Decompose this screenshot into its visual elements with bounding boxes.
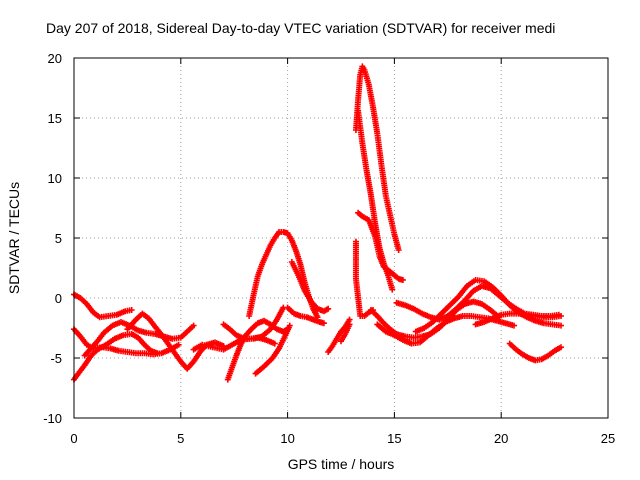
x-axis-label: GPS time / hours: [288, 456, 395, 472]
y-tick-label: -10: [43, 411, 62, 426]
data-point: [190, 322, 197, 329]
x-tick-label: 5: [177, 431, 184, 446]
chart-title: Day 207 of 2018, Sidereal Day-to-day VTE…: [46, 20, 555, 36]
data-point: [128, 307, 135, 313]
data-point: [320, 320, 327, 327]
data-point: [325, 305, 332, 312]
series-track-8: [220, 304, 287, 342]
x-tick-label: 10: [280, 431, 294, 446]
axis-ticks: 0 5 10 15 20 25 -10 -5 0 5 10 15 20: [43, 51, 615, 446]
series-track-23: [472, 310, 565, 328]
y-tick-label: -5: [50, 351, 62, 366]
data-point: [511, 322, 518, 329]
data-point: [558, 322, 565, 329]
grid: [74, 58, 608, 418]
series-track-15: [352, 63, 402, 253]
series-track-17: [355, 209, 406, 283]
data-point: [389, 286, 396, 293]
data-marks: [71, 63, 565, 383]
data-point: [395, 247, 402, 253]
series-track-9: [246, 229, 321, 321]
series-track-11: [288, 259, 332, 315]
y-tick-label: 5: [55, 231, 62, 246]
series-track-13: [325, 316, 353, 355]
x-tick-label: 25: [601, 431, 615, 446]
x-tick-label: 0: [70, 431, 77, 446]
series-track-12: [284, 304, 327, 327]
data-point: [558, 344, 565, 351]
series-track-24: [506, 340, 565, 364]
data-point: [399, 277, 406, 283]
plot-frame: [73, 57, 609, 419]
x-tick-label: 15: [387, 431, 401, 446]
data-point: [175, 341, 182, 348]
y-axis-label: SDTVAR / TECUs: [6, 182, 22, 294]
x-tick-label: 20: [494, 431, 508, 446]
series-track-10: [252, 322, 293, 377]
series-track-4: [81, 319, 197, 359]
series-track-3: [71, 326, 182, 358]
data-point: [271, 340, 278, 347]
series-track-1: [71, 291, 135, 321]
y-tick-label: 15: [48, 111, 62, 126]
y-tick-label: 20: [48, 51, 62, 66]
series-track-14: [338, 321, 353, 345]
y-tick-label: 10: [48, 171, 62, 186]
series-track-18: [352, 238, 377, 319]
series-track-20: [374, 313, 518, 347]
y-tick-label: 0: [55, 291, 62, 306]
data-point: [558, 313, 565, 319]
data-point: [346, 321, 353, 328]
data-point: [286, 322, 293, 329]
